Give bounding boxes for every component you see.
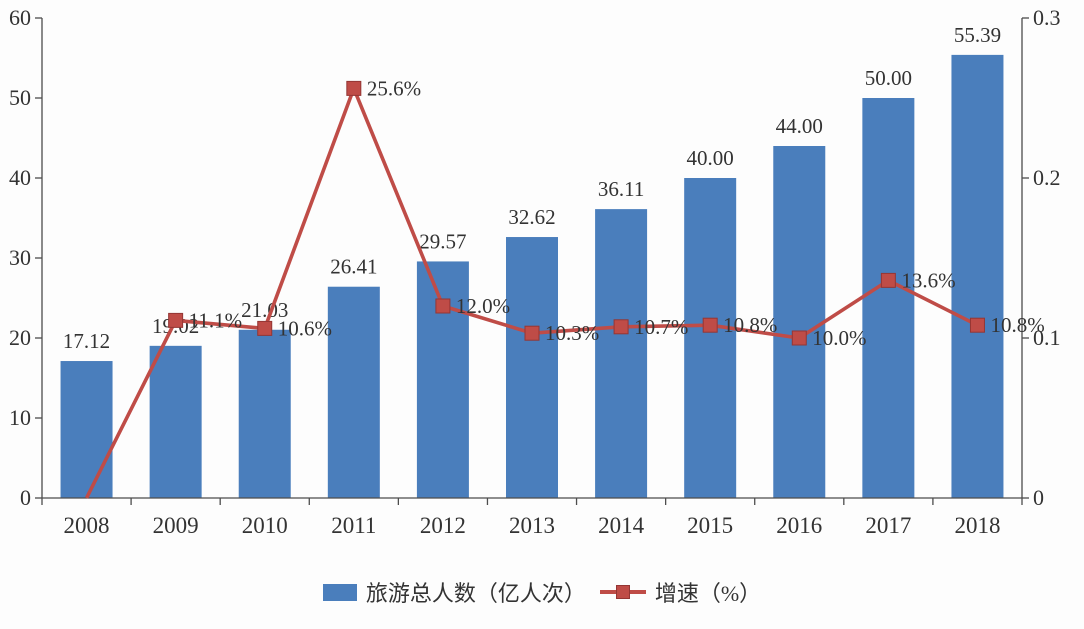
bar-label-2012: 29.57 xyxy=(419,229,466,253)
bar-series-label: 旅游总人数（亿人次） xyxy=(365,581,586,606)
line-marker-2009 xyxy=(168,312,184,328)
bar-label-2018: 55.39 xyxy=(954,23,1001,47)
line-label-2009: 11.1% xyxy=(189,308,242,332)
line-label-2018: 10.8% xyxy=(990,313,1044,337)
bar-2008 xyxy=(60,361,113,498)
legend-item-total-tourists: 旅游总人数（亿人次） xyxy=(322,576,586,608)
line-label-2016: 10.0% xyxy=(812,326,866,350)
line-marker-2018 xyxy=(969,317,985,333)
line-swatch-marker xyxy=(615,585,630,599)
line-label-2014: 10.7% xyxy=(634,315,688,339)
left-axis-tick-label: 10 xyxy=(9,405,31,430)
right-axis-tick-label: 0.1 xyxy=(1033,325,1061,350)
bar-label-2015: 40.00 xyxy=(687,146,734,170)
line-marker-2011 xyxy=(346,80,362,96)
bar-2011 xyxy=(327,286,380,498)
bar-label-2008: 17.12 xyxy=(63,329,110,353)
x-axis-label-2017: 2017 xyxy=(865,513,911,538)
line-marker-2014 xyxy=(613,319,629,335)
line-series-label: 增速（%） xyxy=(654,581,762,606)
right-axis-tick-label: 0.3 xyxy=(1033,5,1061,30)
bar-series-swatch xyxy=(322,583,357,601)
right-axis-tick-label: 0.2 xyxy=(1033,165,1061,190)
x-axis-label-2012: 2012 xyxy=(420,513,466,538)
line-marker-2012 xyxy=(435,298,451,314)
x-axis-label-2009: 2009 xyxy=(153,513,199,538)
left-axis-tick-label: 60 xyxy=(9,5,31,30)
bar-2014 xyxy=(595,209,648,498)
legend: 旅游总人数（亿人次） 增速（%） xyxy=(0,576,1084,608)
line-series-swatch xyxy=(599,585,646,599)
left-axis-tick-label: 0 xyxy=(20,485,31,510)
x-axis-label-2008: 2008 xyxy=(64,513,110,538)
x-axis-label-2016: 2016 xyxy=(776,513,822,538)
x-axis-label-2014: 2014 xyxy=(598,513,645,538)
left-axis-tick-label: 40 xyxy=(9,165,31,190)
left-axis-tick-label: 50 xyxy=(9,85,31,110)
bar-2010 xyxy=(238,329,291,498)
bar-label-2011: 26.41 xyxy=(330,255,377,279)
line-marker-2016 xyxy=(791,330,807,346)
bar-label-2014: 36.11 xyxy=(598,177,644,201)
line-label-2017: 13.6% xyxy=(901,268,955,292)
x-axis-label-2018: 2018 xyxy=(954,513,1000,538)
legend-item-growth-rate: 增速（%） xyxy=(599,576,762,608)
combo-chart-canvas: 17.1219.0221.0326.4129.5732.6236.1140.00… xyxy=(9,5,1061,538)
line-label-2010: 10.6% xyxy=(278,316,332,340)
bar-2018 xyxy=(951,54,1004,498)
x-axis-label-2011: 2011 xyxy=(331,513,376,538)
right-axis-tick-label: 0 xyxy=(1033,485,1044,510)
line-label-2011: 25.6% xyxy=(367,76,421,100)
bar-2015 xyxy=(684,178,737,498)
x-axis-label-2010: 2010 xyxy=(242,513,288,538)
bar-label-2016: 44.00 xyxy=(776,114,823,138)
bar-2013 xyxy=(506,237,558,499)
line-label-2013: 10.3% xyxy=(545,321,599,345)
bar-2017 xyxy=(862,98,915,498)
bar-2016 xyxy=(773,146,826,498)
bar-label-2010: 21.03 xyxy=(241,298,288,322)
x-axis-label-2015: 2015 xyxy=(687,513,733,538)
bar-label-2017: 50.00 xyxy=(865,66,912,90)
line-marker-2010 xyxy=(257,320,273,336)
line-marker-2015 xyxy=(702,317,718,333)
line-marker-2013 xyxy=(524,325,540,341)
bar-2009 xyxy=(149,345,202,498)
line-label-2012: 12.0% xyxy=(456,294,510,318)
bar-label-2013: 32.62 xyxy=(508,205,555,229)
x-axis-label-2013: 2013 xyxy=(509,513,555,538)
line-label-2015: 10.8% xyxy=(723,313,777,337)
line-marker-2017 xyxy=(880,272,896,288)
left-axis-tick-label: 20 xyxy=(9,325,31,350)
left-axis-tick-label: 30 xyxy=(9,245,31,270)
